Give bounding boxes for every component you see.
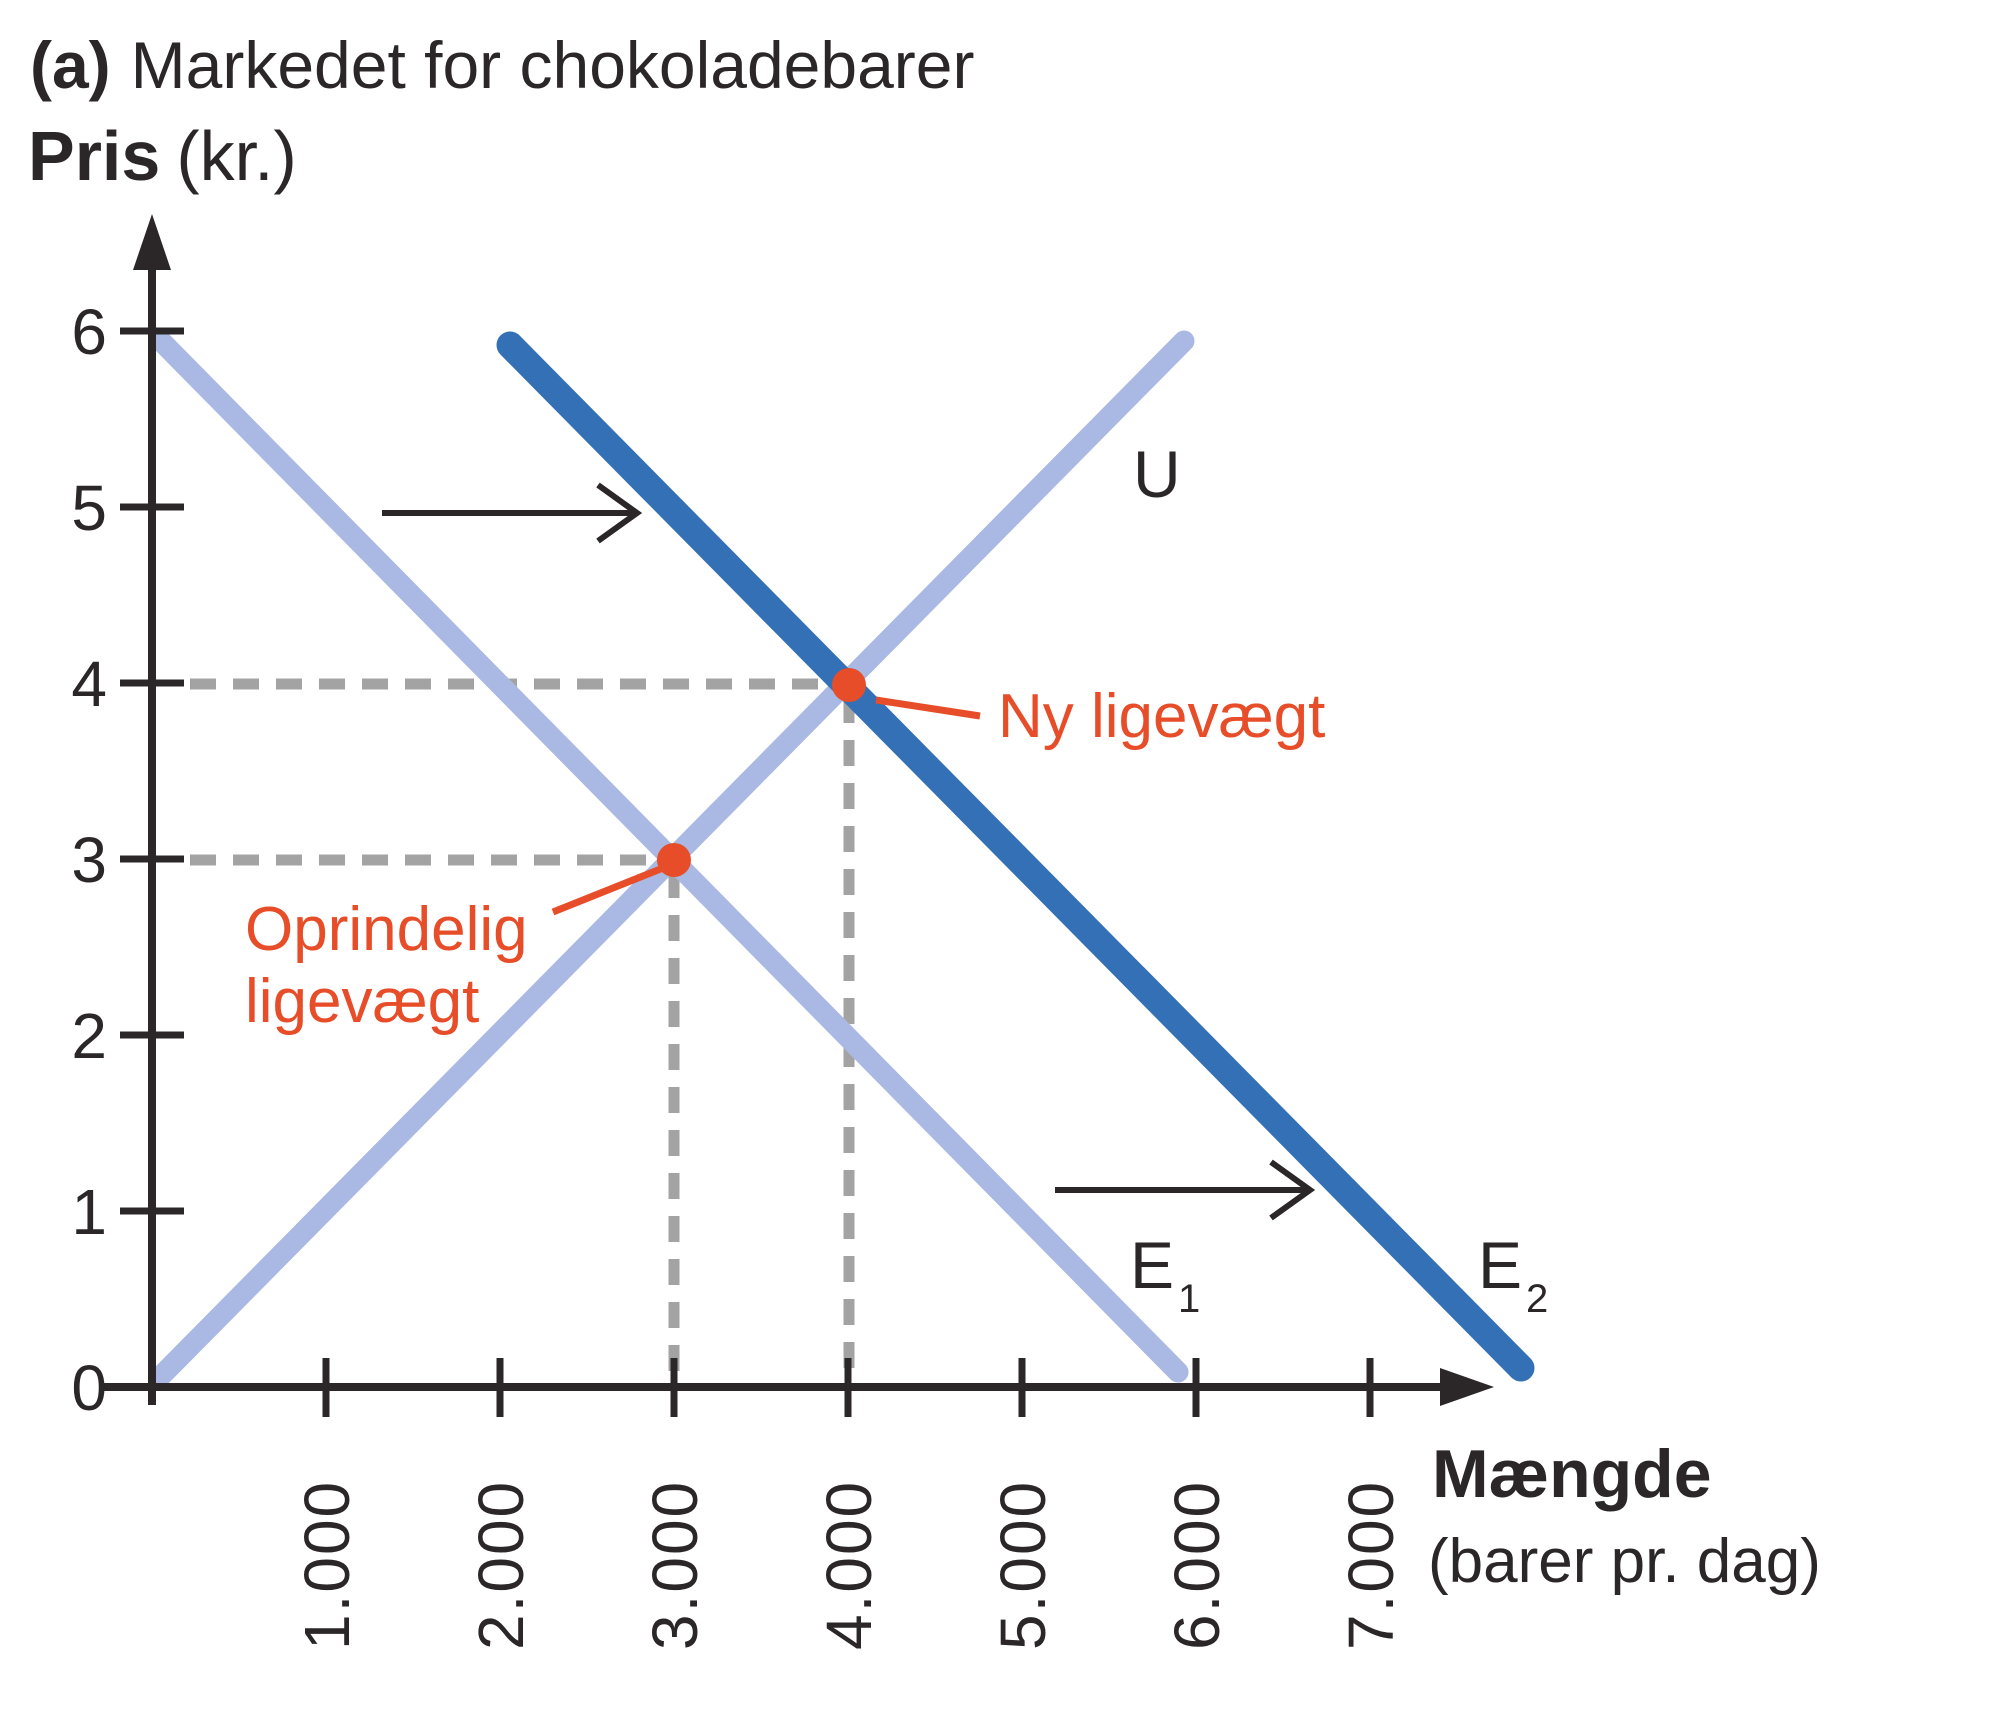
y-tick-labels: 6 5 4 3 2 1 0	[71, 296, 107, 1424]
x-tick-labels: 1.000 2.000 3.000 4.000 5.000 6.000 7.00…	[291, 1480, 1407, 1650]
y-axis-label-bold: Pris	[28, 117, 160, 195]
y-tick-label: 0	[71, 1352, 107, 1424]
y-axis-arrowhead-icon	[133, 214, 171, 270]
shift-arrows	[382, 482, 1316, 1221]
y-tick-label: 5	[71, 472, 107, 544]
new-equilibrium-label: Ny ligevægt	[998, 682, 1325, 751]
y-tick-label: 3	[71, 824, 107, 896]
y-axis-unit: (kr.)	[176, 117, 297, 195]
x-tick-label: 2.000	[465, 1480, 537, 1650]
y-ticks	[120, 327, 184, 1215]
x-tick-label: 7.000	[1335, 1480, 1407, 1650]
right-arrow-icon	[1269, 1159, 1316, 1221]
x-tick-label: 6.000	[1161, 1480, 1233, 1650]
x-axis-unit: (barer pr. dag)	[1428, 1527, 1821, 1596]
right-arrow-icon	[596, 482, 643, 544]
x-tick-label: 1.000	[291, 1480, 363, 1650]
demand-shift-arrow-top	[382, 482, 643, 544]
y-tick-label: 6	[71, 296, 107, 368]
demand2-curve-label: E	[1478, 1228, 1522, 1302]
original-equilibrium-label-line1: Oprindelig	[245, 895, 528, 964]
demand1-curve-label: E	[1130, 1228, 1174, 1302]
x-ticks	[322, 1358, 1374, 1417]
y-tick-label: 4	[71, 648, 107, 720]
chart-title-prefix: (a)	[30, 28, 111, 102]
demand1-curve-subscript: 1	[1178, 1277, 1200, 1321]
x-tick-label: 3.000	[639, 1480, 711, 1650]
y-tick-label: 1	[71, 1176, 107, 1248]
original-equilibrium-point	[657, 843, 691, 877]
demand-shift-arrow-bottom	[1055, 1159, 1316, 1221]
original-equilibrium-label-line2: ligevægt	[245, 967, 479, 1036]
chart-title-text: Markedet for chokoladebarer	[131, 28, 975, 102]
supply-curve-label: U	[1133, 437, 1181, 511]
new-equilibrium-point	[832, 668, 866, 702]
axes	[100, 262, 1448, 1417]
chart-title: (a) Markedet for chokoladebarer	[30, 28, 974, 102]
x-tick-label: 5.000	[987, 1480, 1059, 1650]
x-axis-arrowhead-icon	[1440, 1368, 1494, 1406]
y-tick-label: 2	[71, 1000, 107, 1072]
demand2-curve-subscript: 2	[1526, 1277, 1548, 1321]
demand-curve-E2	[496, 331, 1535, 1382]
x-axis-label: Mængde	[1432, 1436, 1712, 1512]
x-tick-label: 4.000	[813, 1480, 885, 1650]
leader-new-equilibrium	[875, 696, 981, 720]
y-axis-label: Pris (kr.)	[28, 117, 297, 195]
leader-original-equilibrium	[551, 862, 670, 916]
